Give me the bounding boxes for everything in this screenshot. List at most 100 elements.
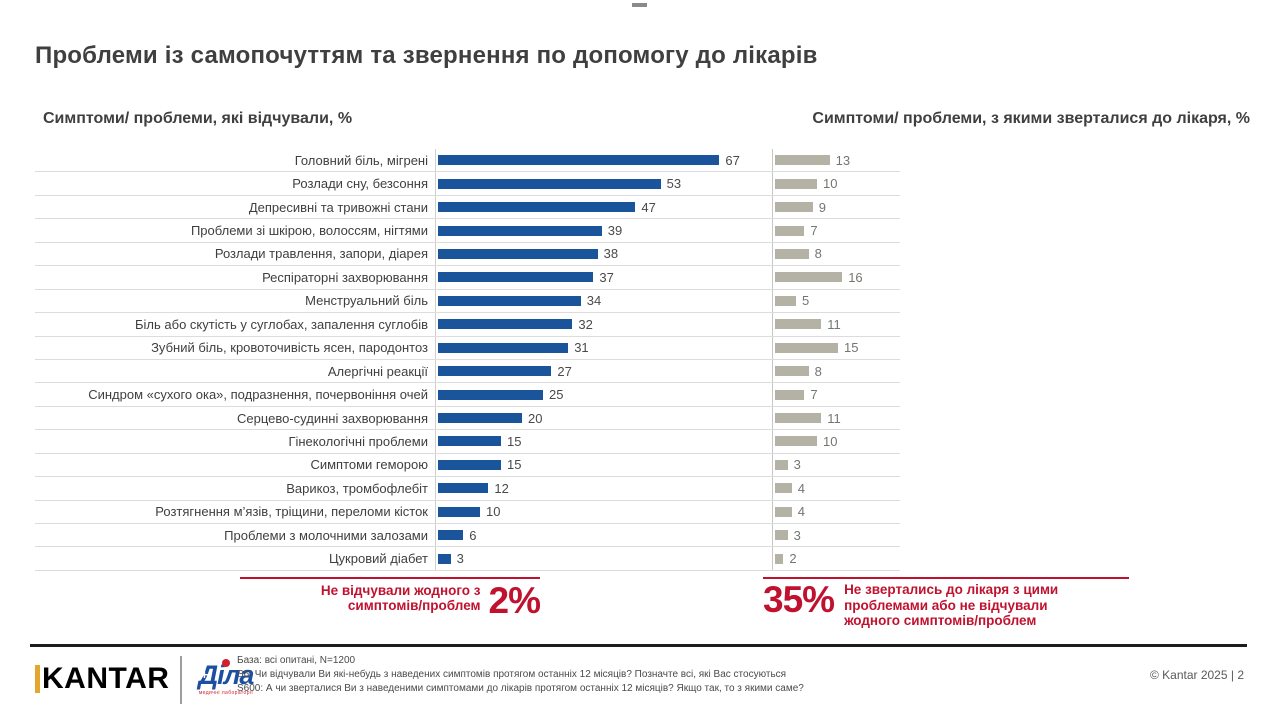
doctor-value-label: 9 — [818, 199, 827, 215]
doctor-bar — [775, 202, 813, 213]
felt-bar-zone: 53 — [435, 172, 772, 195]
doctor-bar-zone: 9 — [772, 195, 900, 219]
doctor-value-label: 8 — [814, 246, 822, 262]
doctor-value-label: 8 — [814, 363, 822, 379]
felt-bar-zone: 47 — [435, 195, 772, 219]
felt-bar-zone: 31 — [435, 336, 772, 359]
felt-value-label: 20 — [528, 410, 543, 426]
felt-value-label: 34 — [586, 293, 602, 309]
doctor-value-label: 7 — [810, 387, 818, 403]
doctor-bar — [775, 155, 830, 166]
note-question-s6: S6: Чи відчували Ви які-небудь з наведен… — [237, 669, 787, 681]
doctor-bar-zone: 5 — [772, 289, 900, 313]
doctor-value-label: 4 — [797, 480, 806, 496]
felt-value-label: 38 — [603, 246, 619, 262]
doctor-bar — [775, 342, 838, 353]
doctor-bar — [775, 553, 784, 564]
felt-value-label: 31 — [574, 340, 589, 356]
felt-value-label: 53 — [666, 176, 682, 192]
category-label: Симптоми геморою — [310, 457, 428, 473]
doctor-bar-zone: 8 — [772, 359, 900, 383]
category-label: Головний біль, мігрені — [294, 152, 428, 168]
doctor-bar-zone: 10 — [772, 172, 900, 195]
felt-bar — [438, 553, 451, 564]
felt-value-label: 47 — [641, 199, 656, 215]
doctor-bar — [775, 483, 792, 494]
felt-bar — [438, 319, 573, 330]
chart-row: Розтягнення м’язів, тріщини, переломи кі… — [35, 500, 900, 524]
doctor-bar — [775, 248, 809, 259]
felt-value-label: 32 — [578, 316, 593, 332]
felt-bar-zone: 3 — [435, 547, 772, 570]
doctor-bar-zone: 7 — [772, 383, 900, 406]
doctor-value-label: 10 — [823, 176, 838, 192]
doctor-bar — [775, 413, 822, 424]
felt-bar — [438, 389, 543, 400]
doctor-value-label: 3 — [793, 457, 801, 473]
doctor-bar — [775, 459, 788, 470]
felt-value-label: 15 — [507, 457, 522, 473]
doctor-bar-zone: 2 — [772, 547, 900, 570]
category-label: Біль або скутість у суглобах, запалення … — [135, 316, 428, 332]
doctor-bar — [775, 389, 805, 400]
felt-value-label: 15 — [507, 433, 522, 449]
doctor-bar-zone: 4 — [772, 477, 900, 500]
felt-bar — [438, 483, 489, 494]
chart-row: Симптоми геморою 15 3 — [35, 453, 900, 478]
kantar-logo: KANTAR — [35, 662, 169, 696]
dila-cross-icon: + — [200, 667, 209, 682]
note-question-s600: S600: А чи зверталися Ви з наведеними си… — [237, 683, 804, 695]
chart-row: Серцево-судинні захворювання 20 11 — [35, 406, 900, 431]
doctor-value-label: 10 — [823, 433, 838, 449]
felt-bar — [438, 202, 636, 213]
felt-bar — [438, 155, 720, 166]
annotation-none-felt-label: Не відчували жодного з симптомів/проблем — [320, 583, 481, 614]
felt-bar-zone: 15 — [435, 430, 772, 453]
doctor-bar — [775, 506, 792, 517]
doctor-bar-zone: 7 — [772, 219, 900, 242]
annotation-none-felt: Не відчували жодного з симптомів/проблем… — [240, 577, 541, 619]
doctor-bar-zone: 11 — [772, 313, 900, 336]
doctor-bar — [775, 225, 805, 236]
felt-bar-zone: 6 — [435, 524, 772, 547]
chart-row: Синдром «сухого ока», подразнення, почер… — [35, 383, 900, 407]
doctor-bar — [775, 178, 817, 189]
category-label: Синдром «сухого ока», подразнення, почер… — [88, 387, 428, 403]
dila-logo-text: Діла + — [199, 659, 254, 689]
felt-bar-zone: 15 — [435, 453, 772, 477]
doctor-value-label: 15 — [844, 340, 859, 356]
doctor-value-label: 13 — [835, 152, 851, 168]
felt-bar-zone: 67 — [435, 149, 772, 172]
doctor-bar-zone: 15 — [772, 336, 900, 359]
chart-row: Менструальний біль 34 5 — [35, 289, 900, 314]
category-label: Менструальний біль — [305, 293, 428, 309]
felt-bar — [438, 272, 594, 283]
doctor-bar — [775, 436, 817, 447]
dila-logo-caption: медичні лабораторії — [198, 690, 254, 696]
doctor-bar-zone: 3 — [772, 453, 900, 477]
doctor-value-label: 7 — [810, 223, 818, 239]
annotation-no-doctor-value: 35% — [763, 579, 835, 620]
felt-value-label: 6 — [469, 527, 477, 543]
chart-row: Депресивні та тривожні стани 47 9 — [35, 195, 900, 220]
felt-bar-zone: 34 — [435, 289, 772, 313]
doctor-value-label: 11 — [827, 316, 841, 332]
felt-value-label: 37 — [599, 269, 614, 285]
doctor-bar-zone: 11 — [772, 406, 900, 430]
doctor-bar — [775, 272, 843, 283]
category-label: Проблеми з молочними залозами — [224, 527, 428, 543]
top-edge-artifact — [632, 3, 647, 7]
annotation-no-doctor-label: Не звертались до лікаря з цими проблемам… — [844, 582, 1059, 629]
felt-bar-zone: 25 — [435, 383, 772, 406]
doctor-bar-zone: 3 — [772, 524, 900, 547]
felt-bar — [438, 295, 581, 306]
felt-bar — [438, 530, 464, 541]
doctor-value-label: 3 — [793, 527, 801, 543]
doctor-value-label: 11 — [827, 410, 841, 426]
category-label: Проблеми зі шкірою, волоссям, нігтями — [190, 223, 428, 239]
doctor-value-label: 16 — [848, 269, 863, 285]
chart-row: Головний біль, мігрені 67 13 — [35, 149, 900, 173]
felt-bar — [438, 225, 602, 236]
felt-bar — [438, 459, 501, 470]
